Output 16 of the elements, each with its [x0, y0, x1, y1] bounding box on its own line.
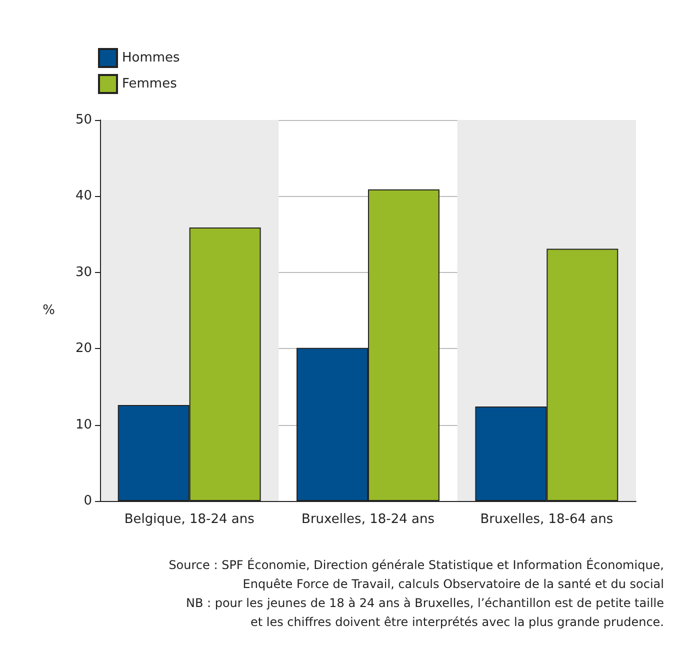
y-tick-label: 40 [75, 188, 92, 204]
legend-label: Hommes [122, 50, 180, 66]
x-tick-label: Bruxelles, 18-24 ans [302, 512, 435, 527]
text: et les chiffres doivent être interprétés avec la plus grande prudence. [250, 615, 664, 629]
source-note: Source : SPF Économie, Direction générale Statistique et Information Économique, [168, 557, 664, 572]
text: NB : pour les jeunes de 18 à 24 ans à Bruxelles, l’échantillon est de petite taille [186, 596, 664, 610]
y-axis-title: % [42, 303, 55, 318]
y-tick-label: 0 [84, 494, 92, 508]
y-tick-label: 30 [75, 264, 92, 280]
text: Enquête Force de Travail, calculs Observatoire de la santé et du social [242, 577, 664, 591]
x-tick-label: Belgique, 18-24 ans [124, 512, 255, 527]
x-tick-label: Bruxelles, 18-64 ans [480, 512, 614, 527]
y-tick-label: 50 [75, 112, 92, 128]
y-tick-label: 20 [75, 341, 92, 356]
legend-label: Femmes [122, 76, 178, 92]
y-tick-label: 10 [75, 417, 92, 432]
